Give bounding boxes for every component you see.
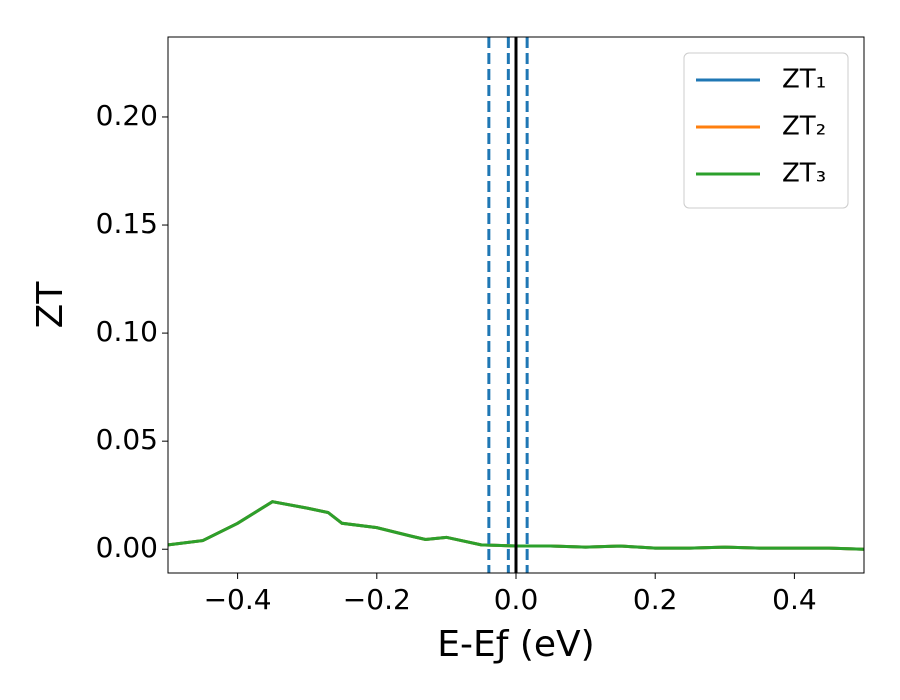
legend-label: ZT₃ <box>782 159 826 189</box>
legend-label: ZT₂ <box>782 112 826 142</box>
y-tick-label: 0.10 <box>96 315 158 348</box>
series-line <box>168 500 864 551</box>
y-axis-label: ZT <box>30 281 71 329</box>
x-axis-label: E-Eƒ (eV) <box>437 624 594 665</box>
plot-frame <box>167 36 865 574</box>
x-tick-label: −0.4 <box>204 583 272 616</box>
y-tick-label: 0.05 <box>96 423 158 456</box>
x-tick-label: 0.0 <box>494 583 539 616</box>
y-tick-label: 0.00 <box>96 531 158 564</box>
legend-box <box>683 52 849 209</box>
x-tick-label: 0.2 <box>633 583 678 616</box>
x-tick-label: 0.4 <box>772 583 817 616</box>
y-tick-label: 0.15 <box>96 207 158 240</box>
y-tick-label: 0.20 <box>96 99 158 132</box>
legend-label: ZT₁ <box>782 65 826 95</box>
x-tick-label: −0.2 <box>343 583 411 616</box>
